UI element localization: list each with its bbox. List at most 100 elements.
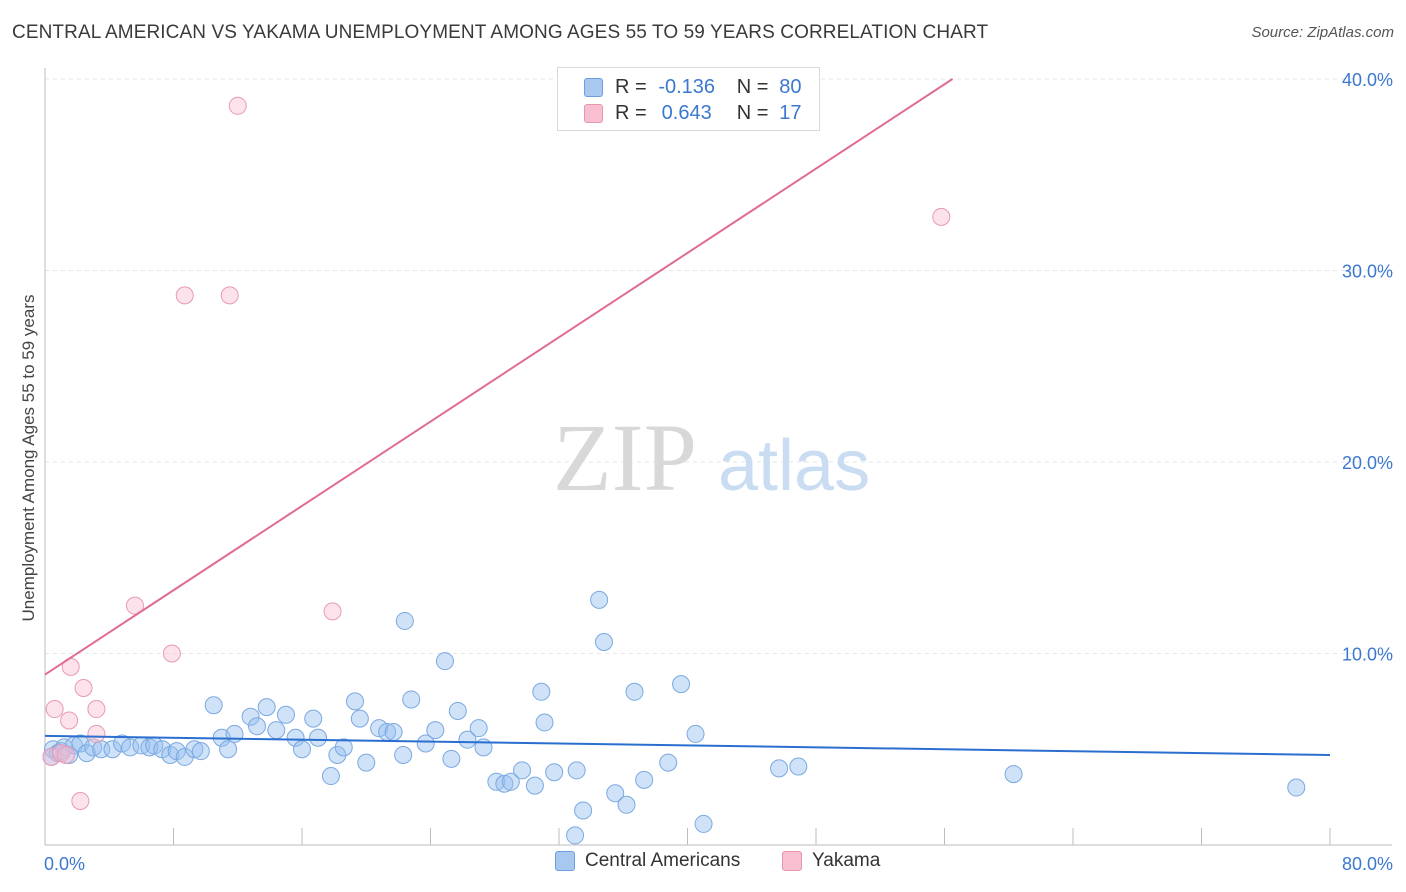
- watermark-atlas: atlas: [718, 426, 870, 506]
- central-americans-point: [532, 682, 551, 701]
- legend-item-yakama[interactable]: Yakama: [782, 850, 880, 872]
- central-americans-point: [617, 795, 636, 814]
- yakama-point: [87, 724, 106, 743]
- central-americans-point: [469, 719, 488, 738]
- central-americans-point: [286, 728, 305, 747]
- yakama-point: [228, 96, 247, 115]
- central-americans-point: [442, 749, 461, 768]
- legend-label: Central Americans: [585, 850, 741, 871]
- central-americans-point: [416, 734, 435, 753]
- legend-label: Yakama: [812, 850, 881, 871]
- central-americans-point: [625, 682, 644, 701]
- central-americans-point: [525, 776, 544, 795]
- central-americans-point: [384, 723, 403, 742]
- central-americans-point: [545, 763, 564, 782]
- central-americans-point: [567, 761, 586, 780]
- central-americans-point: [606, 784, 625, 803]
- central-americans-point: [248, 717, 267, 736]
- central-americans-point: [121, 738, 140, 757]
- central-americans-point: [594, 633, 613, 652]
- central-americans-point: [225, 724, 244, 743]
- r-value: 0.643: [661, 101, 712, 124]
- central-americans-point: [304, 709, 323, 728]
- yakama-swatch: [782, 851, 802, 871]
- central-americans-point: [426, 721, 445, 740]
- n-value: 17: [779, 101, 802, 124]
- central-americans-point: [395, 611, 414, 630]
- central-americans-point: [191, 742, 210, 761]
- source-note: Source: ZipAtlas.com: [1251, 24, 1394, 41]
- central-americans-point: [1287, 778, 1306, 797]
- central-americans-point: [257, 698, 276, 717]
- legend-item-central-americans[interactable]: Central Americans: [555, 850, 740, 872]
- central-americans-point: [535, 713, 554, 732]
- yakama-point: [87, 700, 106, 719]
- central-americans-point: [501, 772, 520, 791]
- central-americans-point: [241, 707, 260, 726]
- central-americans-point: [175, 747, 194, 766]
- central-americans-point: [267, 721, 286, 740]
- central-americans-point: [402, 690, 421, 709]
- yakama-point: [60, 711, 79, 730]
- yakama-point: [220, 286, 239, 305]
- central-americans-point: [321, 767, 340, 786]
- central-americans-point: [574, 801, 593, 820]
- watermark-zip: ZIP: [553, 404, 697, 511]
- central-americans-points: [42, 590, 1306, 845]
- central-americans-point: [448, 701, 467, 720]
- yakama-point: [932, 207, 951, 226]
- central-americans-point: [357, 753, 376, 772]
- central-americans-point: [185, 740, 204, 759]
- central-americans-point: [1004, 765, 1023, 784]
- central-americans-point: [789, 757, 808, 776]
- chart-title: CENTRAL AMERICAN VS YAKAMA UNEMPLOYMENT …: [12, 22, 989, 43]
- central-americans-point: [659, 753, 678, 772]
- y-tick-label: 40.0%: [1342, 70, 1393, 90]
- r-label: R =: [615, 101, 647, 124]
- central-americans-point: [458, 730, 477, 749]
- stats-row-central-americans: R = -0.136 N = 80: [558, 73, 812, 101]
- yakama-point: [323, 602, 342, 621]
- central-americans-point: [334, 738, 353, 757]
- central-americans-point: [204, 696, 223, 715]
- yakama-point: [175, 286, 194, 305]
- yakama-points: [42, 96, 951, 810]
- yakama-point: [74, 678, 93, 697]
- central-americans-point: [276, 705, 295, 724]
- central-americans-point: [495, 774, 514, 793]
- axis-layer: [44, 68, 1392, 846]
- central-americans-point: [672, 675, 691, 694]
- central-americans-point: [635, 770, 654, 789]
- central-americans-point: [103, 740, 122, 759]
- central-americans-point: [770, 759, 789, 778]
- central-americans-point: [309, 728, 328, 747]
- central-americans-swatch: [584, 77, 603, 97]
- y-axis-label: Unemployment Among Ages 55 to 59 years: [19, 295, 38, 622]
- central-americans-trendline: [44, 734, 1331, 756]
- yakama-point: [56, 745, 75, 764]
- stats-row-yakama: R = 0.643 N = 17: [558, 99, 812, 127]
- central-americans-point: [566, 826, 585, 845]
- yakama-point: [125, 596, 144, 615]
- central-americans-point: [590, 590, 609, 609]
- series-legend: Central Americans Yakama: [0, 850, 1406, 878]
- x-tick-label: 80.0%: [1342, 854, 1393, 874]
- n-label: N =: [736, 75, 769, 98]
- yakama-swatch: [584, 103, 603, 123]
- central-americans-point: [686, 724, 705, 743]
- y-tick-label: 20.0%: [1342, 453, 1393, 473]
- yakama-point: [45, 700, 64, 719]
- yakama-point: [162, 644, 181, 663]
- y-tick-label: 10.0%: [1342, 645, 1393, 665]
- central-americans-point: [513, 761, 532, 780]
- central-americans-point: [293, 740, 311, 759]
- watermark: ZIP atlas: [553, 404, 870, 511]
- central-americans-point: [219, 740, 238, 759]
- x-tick-label: 0.0%: [44, 854, 85, 874]
- central-americans-point: [328, 745, 347, 764]
- central-americans-point: [350, 709, 369, 728]
- central-americans-swatch: [555, 851, 575, 871]
- tick-labels: 10.0% 20.0% 30.0% 40.0% 0.0% 80.0%: [44, 70, 1393, 874]
- y-tick-label: 30.0%: [1342, 262, 1393, 282]
- r-value: -0.136: [658, 75, 716, 98]
